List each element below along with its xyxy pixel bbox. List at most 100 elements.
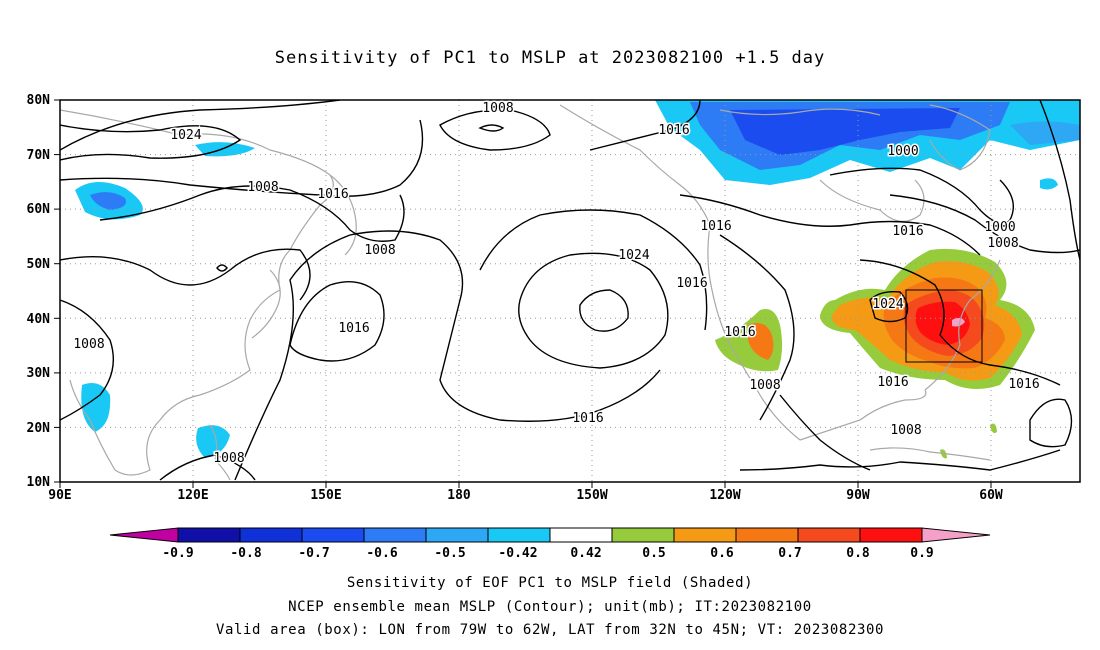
shading xyxy=(75,100,1080,459)
lat-label: 80N xyxy=(27,93,51,108)
contour-label: 1016 xyxy=(724,325,755,340)
contour-label: 1016 xyxy=(892,224,923,239)
contour-label: 1016 xyxy=(700,219,731,234)
lon-label: 120E xyxy=(177,488,208,503)
contour-label: 1024 xyxy=(872,297,903,312)
coast-northamerica-west xyxy=(707,224,801,441)
contour-1016-atl xyxy=(859,259,1061,386)
contour-1008-gulf xyxy=(779,394,871,471)
colorbar-label: -0.7 xyxy=(298,546,329,561)
contour-1016-asia xyxy=(60,119,424,197)
contour-1028-pac xyxy=(579,289,629,332)
colorbar-label: 0.42 xyxy=(570,546,601,561)
colorbar-label: 0.5 xyxy=(642,546,665,561)
colorbar-swatch xyxy=(859,527,923,543)
shade-negative-arctic-core xyxy=(730,108,960,155)
contour-1008-small xyxy=(216,264,228,272)
colorbar-label: -0.5 xyxy=(434,546,465,561)
colorbar-label: 0.7 xyxy=(778,546,801,561)
contour-label: 1008 xyxy=(213,451,244,466)
contour-1008-asia-2 xyxy=(60,248,311,301)
colorbar-arrow-left xyxy=(109,527,179,543)
contour-label: 1008 xyxy=(890,423,921,438)
contour-1008-asia xyxy=(99,185,405,242)
colorbar-swatch xyxy=(797,527,861,543)
contour-label: 1008 xyxy=(73,337,104,352)
contour-label: 1008 xyxy=(749,378,780,393)
contour-1016-nepac xyxy=(1039,100,1080,261)
valid-area-box xyxy=(905,289,983,363)
grid xyxy=(60,100,1080,482)
colorbar xyxy=(109,527,991,543)
mslp-contours xyxy=(60,100,1080,481)
lon-label: 150E xyxy=(310,488,341,503)
contour-label: 1016 xyxy=(317,187,348,202)
shade-negative-small-1b xyxy=(90,192,126,210)
contour-label: 1008 xyxy=(987,236,1018,251)
contour-1016-na xyxy=(679,194,981,256)
lon-label: 90E xyxy=(48,488,71,503)
colorbar-label: 0.6 xyxy=(710,546,734,561)
contour-1008-arctic xyxy=(60,100,341,151)
contour-label: 1016 xyxy=(658,123,689,138)
contour-label: 1016 xyxy=(1008,377,1039,392)
contour-label: 1016 xyxy=(338,321,369,336)
colorbar-label: -0.9 xyxy=(162,546,193,561)
lat-label: 10N xyxy=(27,475,51,490)
colorbar-swatch xyxy=(487,527,551,543)
contour-1000-na xyxy=(829,167,1014,224)
contour-1008-na xyxy=(719,234,795,421)
coastlines xyxy=(60,104,1001,481)
lon-label: 120W xyxy=(709,488,740,503)
lon-label: 60W xyxy=(979,488,1003,503)
coast-gulf xyxy=(799,389,927,441)
contour-label: 1024 xyxy=(618,248,649,263)
contour-1016-alaska xyxy=(589,100,701,151)
coast-caribbean xyxy=(869,447,991,461)
colorbar-swatch xyxy=(611,527,675,543)
colorbar-swatch xyxy=(673,527,737,543)
colorbar-swatch xyxy=(177,527,241,543)
contour-label: 1000 xyxy=(887,144,918,159)
coast-arctic-islands xyxy=(719,108,881,116)
colorbar-arrow-right xyxy=(921,527,991,543)
contour-1016-pac-east xyxy=(479,209,708,331)
contour-label: 1008 xyxy=(482,101,513,116)
contour-1008-asia-3 xyxy=(60,299,114,421)
contour-1016-caribbean xyxy=(739,449,1061,471)
shade-positive-pink xyxy=(952,317,965,327)
contour-1024-asia xyxy=(60,124,242,161)
lat-label: 70N xyxy=(27,148,51,163)
contour-1024-pac xyxy=(518,252,669,369)
contour-1016-nwpac xyxy=(289,281,385,362)
contour-1016-eastpac-loop xyxy=(1029,398,1073,448)
shade-positive-small xyxy=(990,423,997,434)
contour-label: 1016 xyxy=(676,276,707,291)
contour-label: 1016 xyxy=(572,411,603,426)
colorbar-label: -0.8 xyxy=(230,546,261,561)
coast-northamerica-east xyxy=(924,259,1001,391)
lat-label: 20N xyxy=(27,421,51,436)
shade-negative-small-6 xyxy=(1010,121,1080,145)
lat-label: 30N xyxy=(27,366,51,381)
colorbar-swatch xyxy=(301,527,365,543)
colorbar-label: -0.42 xyxy=(498,546,537,561)
coast-alaska xyxy=(559,104,711,226)
colorbar-label: 0.9 xyxy=(910,546,933,561)
map-title: Sensitivity of PC1 to MSLP at 2023082100… xyxy=(274,48,826,68)
contour-label: 1024 xyxy=(170,128,201,143)
contour-1016-pac-big xyxy=(234,230,661,481)
shade-negative-small-4 xyxy=(196,425,230,458)
contour-1008-philippines xyxy=(159,454,256,481)
colorbar-label: -0.6 xyxy=(366,546,397,561)
contour-label: 1008 xyxy=(247,180,278,195)
coast-asia xyxy=(60,109,334,476)
lon-label: 180 xyxy=(447,488,471,503)
colorbar-label: 0.8 xyxy=(846,546,870,561)
contour-1000-bering xyxy=(478,124,505,132)
map-frame xyxy=(59,99,1081,483)
shade-negative-small-5 xyxy=(1040,178,1058,190)
map-area xyxy=(60,100,1080,482)
contour-1008-bering xyxy=(439,109,551,151)
